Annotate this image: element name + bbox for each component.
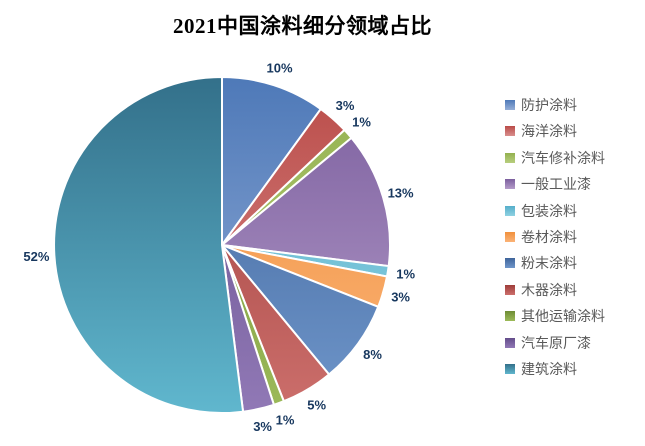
pie-slice-4 <box>221 136 392 268</box>
legend-item-9: 其他运输涂料 <box>505 308 605 324</box>
legend-label: 一般工业漆 <box>521 176 591 193</box>
legend-item-2: 海洋涂料 <box>505 123 605 139</box>
legend-swatch-icon <box>505 126 515 137</box>
percent-label-9: 1% <box>276 413 295 428</box>
percent-label-5: 1% <box>396 267 415 282</box>
legend-label: 其他运输涂料 <box>521 308 605 325</box>
legend: 防护涂料海洋涂料汽车修补涂料 一般工业漆包装涂料卷材涂料粉末涂料木器涂料其他运输涂… <box>505 97 605 387</box>
legend-label: 包装涂料 <box>521 202 577 219</box>
percent-label-11: 52% <box>23 249 49 264</box>
legend-swatch-icon <box>505 258 515 269</box>
legend-swatch-icon <box>505 205 515 216</box>
pie-slice-11 <box>53 76 245 414</box>
legend-swatch-icon <box>505 284 515 295</box>
legend-swatch-icon <box>505 152 515 163</box>
legend-label: 海洋涂料 <box>521 123 577 140</box>
percent-label-7: 8% <box>363 347 382 362</box>
legend-item-5: 包装涂料 <box>505 203 605 219</box>
legend-swatch-icon <box>505 311 515 322</box>
legend-swatch-icon <box>505 337 515 348</box>
legend-label: 汽车原厂漆 <box>521 334 591 351</box>
legend-swatch-icon <box>505 231 515 242</box>
percent-label-4: 13% <box>388 186 414 201</box>
legend-item-6: 卷材涂料 <box>505 229 605 245</box>
legend-swatch-icon <box>505 179 515 190</box>
legend-swatch-icon <box>505 363 515 374</box>
percent-label-1: 10% <box>266 61 292 76</box>
percent-label-3: 1% <box>352 115 371 130</box>
legend-label: 木器涂料 <box>521 281 577 298</box>
legend-item-1: 防护涂料 <box>505 97 605 113</box>
legend-item-4: 一般工业漆 <box>505 176 605 192</box>
legend-label: 汽车修补涂料 <box>521 149 605 166</box>
legend-item-3: 汽车修补涂料 <box>505 150 605 166</box>
legend-label: 粉末涂料 <box>521 255 577 272</box>
legend-item-8: 木器涂料 <box>505 282 605 298</box>
percent-label-6: 3% <box>391 289 410 304</box>
legend-label: 防护涂料 <box>521 97 577 113</box>
legend-swatch-icon <box>505 100 515 110</box>
legend-label: 卷材涂料 <box>521 228 577 245</box>
legend-item-11: 建筑涂料 <box>505 361 605 377</box>
legend-item-10: 汽车原厂漆 <box>505 335 605 351</box>
percent-label-8: 5% <box>307 398 326 413</box>
legend-item-7: 粉末涂料 <box>505 255 605 271</box>
percent-label-2: 3% <box>336 98 355 113</box>
percent-label-10: 3% <box>253 419 272 434</box>
chart-title: 2021中国涂料细分领域占比 <box>173 14 432 38</box>
pie-slice-1 <box>221 76 322 246</box>
legend-label: 建筑涂料 <box>521 360 577 377</box>
